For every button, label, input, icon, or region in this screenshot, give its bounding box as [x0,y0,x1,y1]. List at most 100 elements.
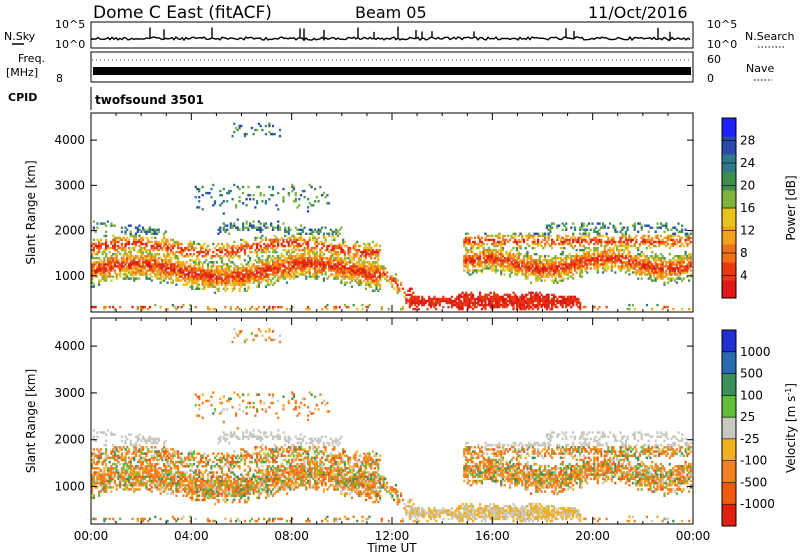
power-cell [182,269,185,272]
power-cell [665,236,668,240]
power-cell [238,277,241,280]
power-cell [666,273,670,276]
power-cell [233,122,236,126]
power-cell [252,198,255,201]
power-cell [328,250,331,254]
power-cell [270,194,273,197]
power-cell [314,246,317,250]
power-cell [163,253,166,256]
power-cell [266,267,269,270]
power-cell [501,261,505,264]
power-cell [672,238,675,242]
power-cell [156,273,159,276]
power-cell [199,261,203,264]
power-cell [535,271,538,274]
power-cell [573,259,577,262]
power-cell [572,263,575,266]
power-cell [299,255,303,258]
power-cell [270,259,273,262]
power-cell [530,297,533,301]
power-cell [243,289,246,292]
power-cell [544,267,547,270]
power-cell [640,250,643,254]
power-cell [336,277,339,280]
power-cell [96,257,99,260]
power-cell [686,236,689,240]
power-cell [551,297,554,301]
power-cell [593,263,596,266]
power-cell [292,261,296,264]
power-cell [624,257,627,260]
power-cell [335,253,338,256]
power-cell [345,273,348,276]
power-cell [296,244,299,248]
power-cell [336,230,339,233]
power-cell [556,226,559,229]
power-cell [349,248,352,252]
power-cell [299,194,303,197]
power-cell [433,305,436,309]
power-cell [212,307,215,311]
power-cell [565,269,568,272]
power-cell [468,261,471,264]
power-cell [598,263,601,266]
power-cell [528,297,531,301]
power-cell [103,267,106,270]
power-cell [319,253,322,256]
power-cell [652,265,656,268]
power-cell [310,263,313,266]
power-cell [480,307,483,311]
power-cell [379,277,382,280]
power-cell [170,250,173,254]
power-cell [663,230,666,233]
power-cell [486,259,489,262]
power-cell [333,230,336,233]
power-cell [663,271,666,274]
power-cell [454,301,457,305]
power-cell [631,244,634,248]
power-cell [644,240,647,244]
power-cell [508,263,512,266]
power-cell [264,236,267,240]
power-cell [256,246,259,250]
power-cell [273,263,276,266]
power-cell [672,244,675,248]
power-cell [198,275,201,278]
power-cell [668,263,671,266]
power-cell [238,273,241,276]
power-cell [466,265,469,268]
power-cell [579,257,582,260]
power-cell [314,236,317,240]
power-cell [373,253,376,256]
power-cell [154,273,157,276]
power-cell [500,263,503,266]
power-cell [307,263,310,266]
power-cell [292,267,296,270]
power-cell [119,236,122,240]
power-cell [559,253,562,256]
power-cell [486,234,489,238]
power-cell [259,261,262,264]
power-cell [556,271,559,274]
power-cell [308,257,311,260]
power-cell [526,242,529,246]
power-cell [508,267,512,270]
power-cell [494,234,497,238]
power-cell [303,189,306,193]
noise-tick-high-left: 10^5 [55,18,85,31]
power-cell [268,305,271,309]
power-cell [508,295,512,299]
power-cell [559,279,562,282]
power-cell [614,271,617,274]
power-cell [166,240,169,244]
power-cell [129,257,132,260]
power-cell [247,273,250,276]
power-cell [558,257,561,260]
power-cell [363,255,366,258]
power-cell [616,259,619,262]
power-cell [352,263,355,266]
power-cell [368,248,371,252]
power-cell [501,255,505,258]
power-cell [275,263,278,266]
power-cell [150,257,153,260]
